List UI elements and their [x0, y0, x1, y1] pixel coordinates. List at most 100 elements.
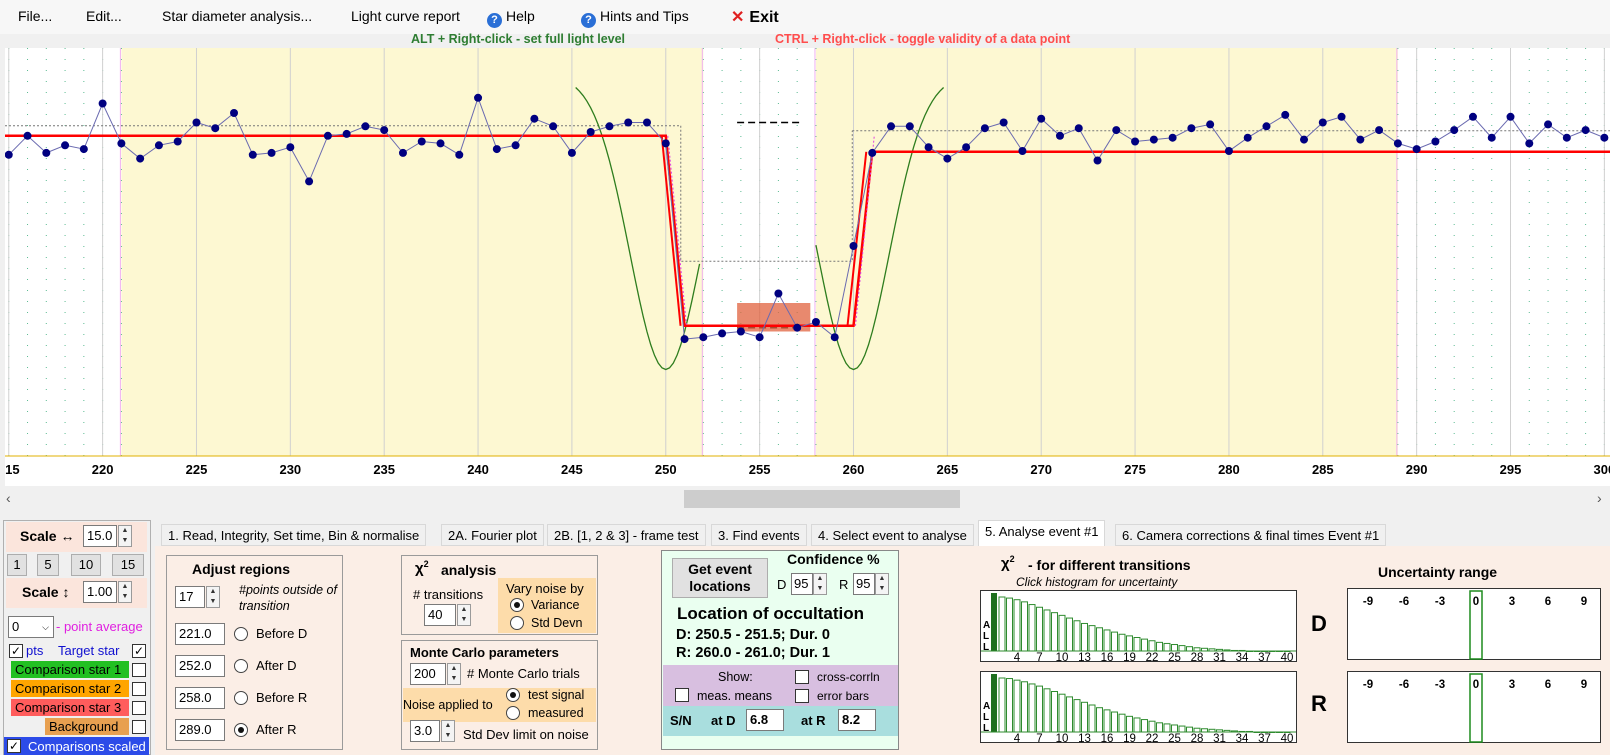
chi-bar [1193, 727, 1201, 733]
chi-bar [1051, 612, 1058, 652]
chi-bar [1171, 644, 1178, 652]
get-event-locations-button[interactable]: Get event locations [672, 558, 768, 598]
quick-scale-10-button[interactable]: 10 [71, 554, 101, 576]
measured-radio[interactable] [506, 706, 520, 720]
chi-bar [1148, 720, 1156, 733]
data-point [1356, 135, 1365, 144]
data-point [361, 122, 370, 131]
scroll-left-icon[interactable]: ‹ [6, 490, 11, 506]
scroll-right-icon[interactable]: › [1597, 490, 1602, 506]
chi-bar [1006, 678, 1013, 733]
data-point [1131, 137, 1140, 146]
histogram-x-label: 28 [1191, 733, 1204, 743]
chi-histogram-r[interactable]: A L L 4 7 10 13 16 19 22 25 28 31 34 37 40 [980, 671, 1297, 743]
menu-edit[interactable]: Edit... [86, 8, 122, 24]
variance-radio[interactable] [510, 598, 524, 612]
before-d-label: Before D [256, 626, 308, 641]
comparison-star-2-checkbox[interactable] [132, 682, 146, 696]
menu-star-diameter[interactable]: Star diameter analysis... [162, 8, 313, 24]
transitions-input[interactable]: 40 [424, 604, 456, 626]
target-star-checkbox[interactable]: ✓ [132, 644, 146, 658]
confidence-r-input[interactable]: 95 [853, 573, 875, 595]
tab-fourier-plot[interactable]: 2A. Fourier plot [441, 524, 544, 546]
tab-select-event[interactable]: 4. Select event to analyse [811, 524, 974, 546]
data-point [774, 289, 783, 298]
histogram-x-label: 25 [1168, 652, 1181, 662]
chi-bar [1111, 631, 1118, 652]
histogram-x-label: 25 [1168, 733, 1181, 743]
after-d-radio[interactable] [234, 659, 248, 673]
before-r-radio[interactable] [234, 691, 248, 705]
cross-corrln-checkbox[interactable] [795, 670, 809, 684]
tab-analyse-event[interactable]: 5. Analyse event #1 [978, 520, 1106, 547]
after-r-radio[interactable] [234, 723, 248, 737]
confidence-label: Confidence % [787, 551, 880, 567]
monte-carlo-trials-spinner[interactable]: ▲ ▼ [447, 663, 461, 685]
points-outside-input[interactable]: 17 [175, 586, 205, 608]
scale-v-input[interactable]: 1.00 [83, 581, 117, 603]
before-d-radio[interactable] [234, 627, 248, 641]
background-checkbox[interactable] [132, 720, 146, 734]
tab-camera-corrections[interactable]: 6. Camera corrections & final times Even… [1115, 524, 1387, 546]
confidence-d-input[interactable]: 95 [791, 573, 813, 595]
chi-bar [1073, 699, 1081, 733]
menu-bar: File... Edit... Star diameter analysis..… [0, 0, 1610, 34]
confidence-d-spinner[interactable]: ▲ ▼ [813, 573, 827, 595]
light-curve-plot[interactable]: 215 220 225 230 235 240 245 250 255 260 265 270 275 2… [5, 48, 1610, 486]
quick-scale-5-button[interactable]: 5 [37, 554, 59, 576]
point-average-select[interactable]: 0 ⌵ [8, 616, 54, 638]
data-point [624, 118, 633, 127]
scale-v-spinner[interactable]: ▲ ▼ [118, 581, 132, 603]
scale-h-input[interactable]: 15.0 [83, 525, 117, 547]
chi-histogram-d-plot[interactable]: ALL 4 7 10 13 16 19 22 25 28 31 34 37 40 [981, 591, 1297, 662]
menu-hints[interactable]: ? Hints and Tips [581, 8, 689, 28]
error-bars-checkbox[interactable] [795, 689, 809, 703]
menu-file[interactable]: File... [18, 8, 53, 24]
chi-bar [1163, 642, 1171, 652]
meas-means-checkbox[interactable] [675, 688, 689, 702]
histogram-x-label: 16 [1101, 652, 1114, 662]
points-outside-spinner[interactable]: ▲ ▼ [206, 586, 220, 608]
tab-find-events[interactable]: 3. Find events [711, 524, 807, 546]
data-point [755, 333, 764, 342]
scroll-thumb[interactable] [684, 490, 960, 508]
menu-help[interactable]: ? Help [487, 8, 535, 28]
data-point [192, 118, 201, 127]
chart-horizontal-scrollbar[interactable]: ‹ › [0, 488, 1610, 510]
x-tick-label: 250 [655, 462, 677, 477]
comparisons-scaled-checkbox[interactable]: ✓ [7, 739, 21, 753]
uncertainty-tick-label: -3 [1435, 679, 1445, 691]
light-curve-chart[interactable]: 215 220 225 230 235 240 245 250 255 260 265 270 275 2… [5, 48, 1610, 486]
chi-bar [1028, 683, 1036, 733]
data-point [436, 139, 445, 148]
confidence-r-spinner[interactable]: ▲ ▼ [875, 573, 889, 595]
data-point [305, 177, 314, 186]
menu-exit[interactable]: ✕ Exit [731, 7, 779, 27]
x-tick-label: 225 [186, 462, 208, 477]
chi-histogram-r-plot[interactable]: ALL 4 7 10 13 16 19 22 25 28 31 34 37 40 [981, 672, 1297, 743]
chi-bar [1103, 629, 1111, 652]
variance-label: Variance [531, 598, 580, 612]
std-devn-radio[interactable] [510, 616, 524, 630]
data-point [661, 139, 670, 148]
tab-frame-test[interactable]: 2B. [1, 2 & 3] - frame test [547, 524, 706, 546]
test-signal-radio[interactable] [506, 688, 520, 702]
chi-histogram-d[interactable]: A L L 4 7 10 13 16 19 22 25 28 31 34 37 40 [980, 590, 1297, 662]
comparison-star-3-checkbox[interactable] [132, 701, 146, 715]
quick-scale-15-button[interactable]: 15 [112, 554, 144, 576]
data-point [1168, 133, 1177, 142]
menu-light-curve-report[interactable]: Light curve report [351, 8, 460, 24]
monte-carlo-trials-input[interactable]: 200 [410, 663, 446, 685]
tab-read-integrity[interactable]: 1. Read, Integrity, Set time, Bin & norm… [161, 524, 427, 546]
pts-checkbox[interactable]: ✓ [9, 644, 23, 658]
std-limit-spinner[interactable]: ▲ ▼ [441, 720, 455, 742]
std-limit-input[interactable]: 3.0 [410, 720, 440, 742]
transitions-spinner[interactable]: ▲ ▼ [457, 604, 471, 626]
chi-bar [1178, 645, 1186, 652]
comparison-star-1-checkbox[interactable] [132, 663, 146, 677]
quick-scale-1-button[interactable]: 1 [7, 554, 27, 576]
menu-help-label: Help [506, 8, 535, 24]
x-tick-label: 230 [279, 462, 301, 477]
target-star-label: Target star [58, 643, 120, 658]
scale-h-spinner[interactable]: ▲ ▼ [118, 525, 132, 547]
